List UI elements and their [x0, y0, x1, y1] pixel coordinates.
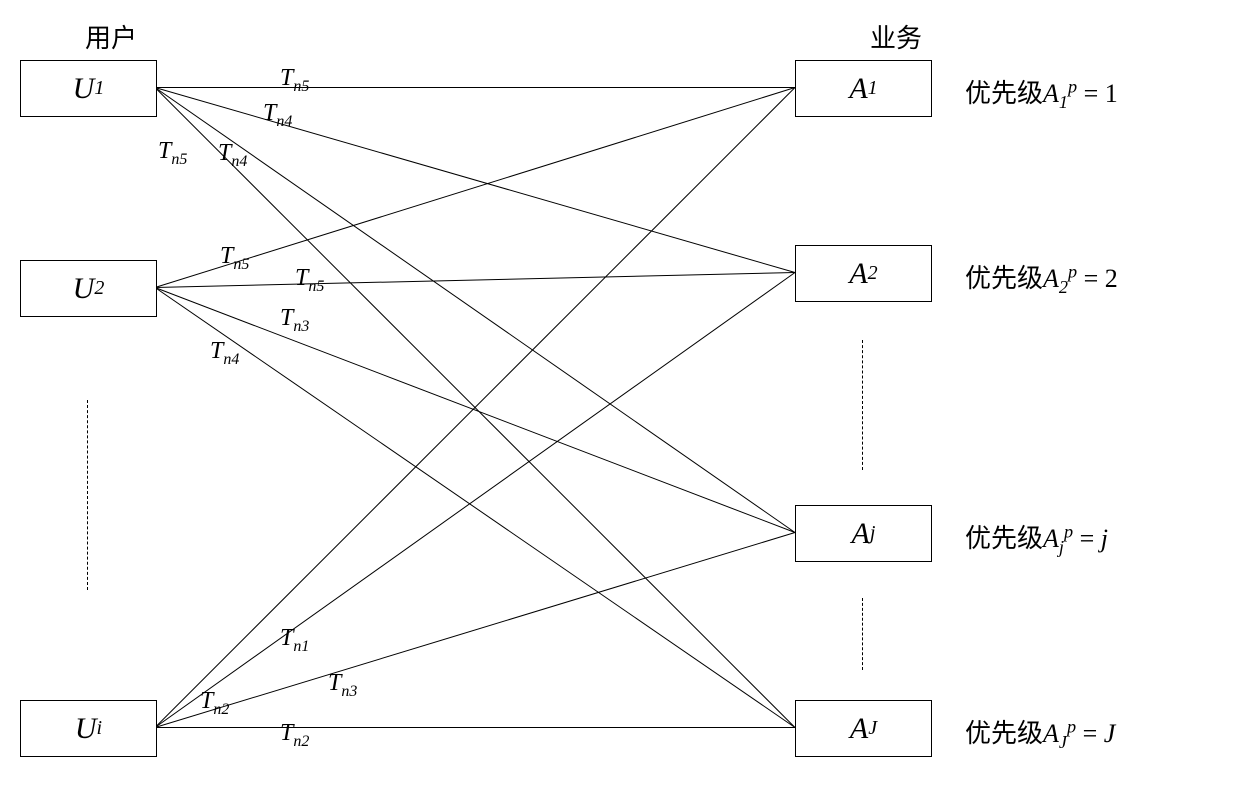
edge-U2-A1: [155, 88, 795, 288]
edge-U2-A2: [155, 273, 795, 288]
edge-Ui-Aj: [155, 533, 795, 728]
priority-label-2: 优先级A2p = 2: [965, 258, 1118, 298]
node-AJ: AJ: [795, 700, 932, 757]
edge-label-0: Tn5: [280, 65, 309, 96]
edge-label-11: Tn2: [280, 720, 309, 751]
edge-U2-Aj: [155, 288, 795, 533]
node-A1: A1: [795, 60, 932, 117]
edge-U1-Aj: [155, 88, 795, 533]
vdots-2: [862, 598, 863, 670]
priority-label-1: 优先级A1p = 1: [965, 73, 1118, 113]
edge-U2-AJ: [155, 288, 795, 728]
header-left: 用户: [85, 18, 137, 55]
header-right: 业务: [870, 18, 922, 55]
priority-label-J: 优先级AJp = J: [965, 713, 1115, 753]
vdots-1: [862, 340, 863, 470]
edge-label-8: Tn1: [280, 625, 309, 656]
edge-U1-A2: [155, 88, 795, 273]
edge-label-5: Tn5: [295, 265, 324, 296]
node-Ui: Ui: [20, 700, 157, 757]
edge-label-4: Tn5: [220, 243, 249, 274]
edge-label-3: Tn4: [218, 140, 247, 171]
edge-label-7: Tn4: [210, 338, 239, 369]
edge-label-10: Tn2: [200, 688, 229, 719]
edge-label-1: Tn4: [263, 100, 292, 131]
node-A2: A2: [795, 245, 932, 302]
node-U2: U2: [20, 260, 157, 317]
node-U1: U1: [20, 60, 157, 117]
edge-label-2: Tn5: [158, 138, 187, 169]
priority-label-j: 优先级Ajp = j: [965, 518, 1108, 558]
edge-label-9: Tn3: [328, 670, 357, 701]
edge-label-6: Tn3: [280, 305, 309, 336]
edge-Ui-A2: [155, 273, 795, 728]
vdots-0: [87, 400, 88, 590]
node-Aj: Aj: [795, 505, 932, 562]
